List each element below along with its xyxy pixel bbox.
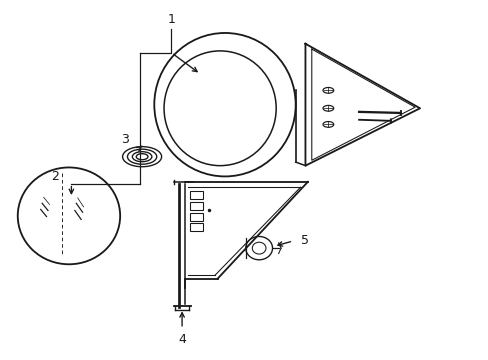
- Text: 3: 3: [121, 133, 129, 146]
- Bar: [189, 224, 203, 231]
- Text: 4: 4: [178, 333, 185, 346]
- Bar: [189, 191, 203, 199]
- Text: 2: 2: [51, 170, 59, 183]
- Text: 1: 1: [167, 13, 175, 26]
- Bar: [189, 213, 203, 221]
- Text: 5: 5: [300, 234, 308, 247]
- Bar: [189, 202, 203, 210]
